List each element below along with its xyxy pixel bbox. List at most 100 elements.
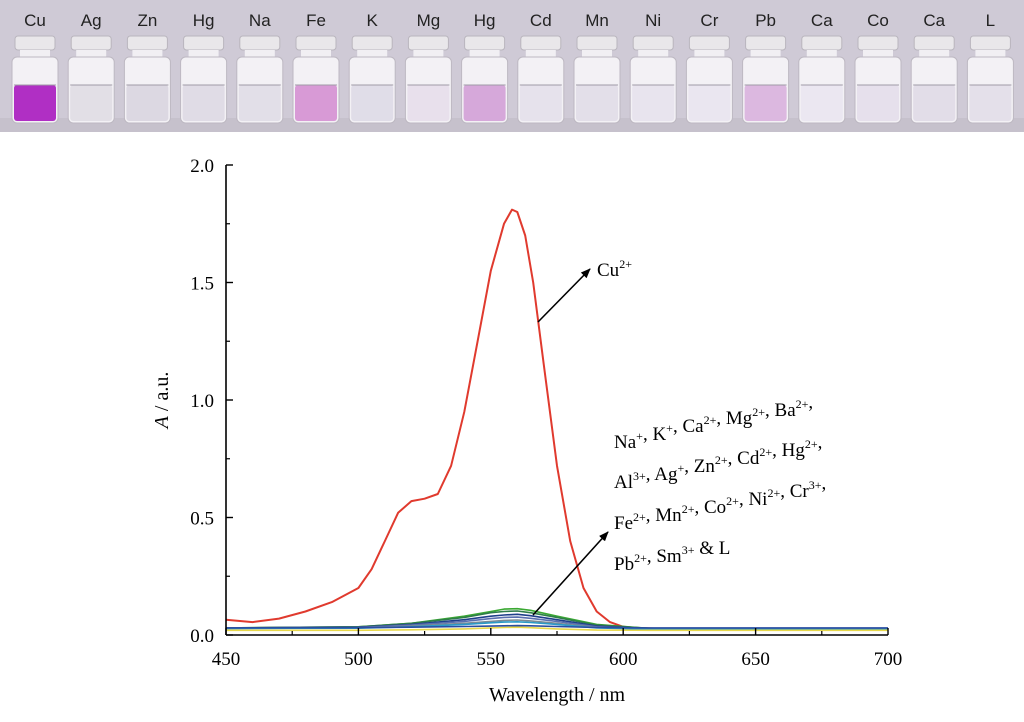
ion-charge: 2+	[715, 453, 728, 467]
vial-neck	[975, 50, 1006, 57]
cu-annotation-label: Cu2+	[597, 257, 632, 281]
y-tick-label: 2.0	[190, 156, 214, 177]
x-tick-label: 600	[609, 649, 638, 670]
ion-list-line: Fe2+, Mn2+, Co2+, Ni2+, Cr3+,	[614, 473, 826, 534]
ticks-layer: 450 500 550 600 650 700 0.0 0.5 1.0 1.5 2.0	[190, 156, 902, 670]
vial-neck	[806, 50, 837, 57]
vial: L	[966, 11, 1014, 124]
vial-label: Ca	[923, 11, 945, 30]
vial-liquid	[70, 85, 113, 121]
vial-neck	[244, 50, 275, 57]
vial-neck	[863, 50, 893, 57]
vial-liquid	[351, 85, 394, 121]
vial: Ca	[910, 11, 958, 124]
vial-cap	[239, 35, 281, 51]
vial-cap	[745, 35, 787, 51]
vial-label: Fe	[306, 11, 326, 30]
ion-charge: 2+	[752, 405, 765, 419]
ion-name: & L	[695, 538, 731, 559]
vial-liquid	[519, 85, 562, 121]
vial-label: Ag	[81, 11, 102, 30]
vial-label: Zn	[137, 11, 157, 30]
vial-row: Cu Ag Zn Hg Na Fe K Mg Hg Cd Mn Ni Cr Pb Ca Co Ca L	[11, 11, 1014, 124]
y-tick-label: 0.5	[190, 509, 214, 530]
y-axis-title-unit: / a.u.	[151, 372, 173, 416]
vial-liquid	[857, 85, 899, 121]
ion-charge: 2+	[682, 502, 695, 516]
vial-label: Hg	[193, 11, 215, 30]
ion-list-line: Pb2+, Sm3+ & L	[614, 538, 730, 575]
vial-liquid	[913, 85, 956, 121]
ion-charge: 2+	[796, 397, 809, 411]
ion-charge: +	[677, 461, 684, 475]
vial-neck	[188, 50, 219, 57]
y-tick-label: 1.5	[190, 274, 214, 295]
vial-liquid	[688, 85, 731, 121]
vial-label: Co	[867, 11, 889, 30]
vial-liquid	[295, 85, 337, 121]
ion-name: , Cr	[780, 481, 809, 502]
vial-label: Cr	[700, 11, 718, 30]
ion-name: , Zn	[684, 456, 715, 477]
vial: Pb	[742, 11, 790, 124]
ion-charge: 2+	[726, 494, 739, 508]
vial: Hg	[180, 11, 228, 124]
vial-label: Mn	[585, 11, 609, 30]
cu-annotation-sup: 2+	[619, 257, 632, 271]
series-line-other	[225, 624, 888, 629]
ion-name: , Mn	[646, 505, 682, 526]
ion-charge: +	[666, 421, 673, 435]
ion-charge: 2+	[805, 437, 818, 451]
vial-label: L	[986, 11, 995, 30]
vial-liquid	[463, 85, 506, 121]
vial-neck	[76, 50, 107, 57]
vial: Mg	[404, 11, 452, 124]
vial-cap	[183, 35, 225, 51]
others-annotation-arrow	[532, 531, 609, 616]
ion-charge: 2+	[634, 551, 647, 565]
ion-name: , Ni	[739, 489, 768, 510]
ion-name: Pb	[614, 554, 634, 575]
vial-liquid	[126, 85, 169, 121]
vial-neck	[357, 50, 388, 57]
x-tick-label: 450	[212, 649, 241, 670]
vial-liquid	[969, 85, 1012, 121]
ion-name: , Ba	[765, 400, 796, 421]
vial-cap	[351, 35, 393, 51]
ion-name: ,	[808, 392, 813, 413]
vial-neck	[750, 50, 781, 57]
vial-label: Cu	[24, 11, 46, 30]
vial-label: Hg	[474, 11, 496, 30]
y-tick-label: 0.0	[190, 626, 214, 647]
vial-cap	[14, 35, 56, 51]
vial-liquid	[238, 85, 281, 121]
vial-neck	[301, 50, 331, 57]
vial: Na	[236, 11, 284, 124]
x-tick-label: 500	[344, 649, 373, 670]
ion-charge: 2+	[633, 510, 646, 524]
vial-label: Ni	[645, 11, 661, 30]
ion-charge: 2+	[759, 445, 772, 459]
ion-charge: 3+	[633, 469, 646, 483]
ion-name: , Co	[694, 497, 726, 518]
vial-cap	[576, 35, 618, 51]
ion-name: , K	[643, 424, 667, 445]
vial-liquid	[744, 85, 787, 121]
series-line-other	[226, 626, 888, 632]
ion-name: ,	[818, 432, 823, 453]
vial: Zn	[123, 11, 171, 124]
vial-neck	[582, 50, 612, 57]
vial: Mn	[573, 11, 621, 124]
ion-name: Na	[614, 432, 637, 453]
ion-list-line: Na+, K+, Ca2+, Mg2+, Ba2+,	[614, 392, 813, 453]
x-tick-label: 550	[477, 649, 506, 670]
vial-liquid	[14, 85, 56, 121]
ion-name: , Sm	[647, 546, 682, 567]
series-line-cu	[225, 208, 888, 631]
vial: Co	[854, 11, 902, 124]
vial-cap	[520, 35, 562, 51]
series-layer	[225, 208, 889, 632]
vial: K	[348, 11, 396, 124]
vial-neck	[413, 50, 444, 57]
ion-charge: 3+	[682, 543, 695, 557]
